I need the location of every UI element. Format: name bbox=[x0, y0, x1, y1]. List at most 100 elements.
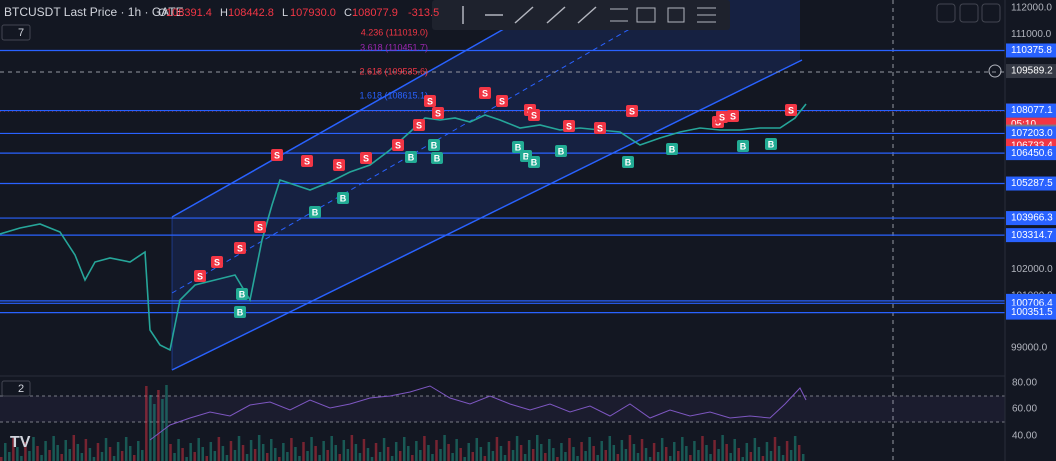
volume-bar bbox=[282, 443, 285, 461]
signal-label: S bbox=[597, 123, 603, 133]
signal-sell bbox=[234, 242, 246, 254]
price-label: 108077.1 bbox=[1011, 105, 1053, 116]
signal-sell bbox=[626, 105, 638, 117]
lower-indicator-toggle[interactable] bbox=[1, 380, 31, 397]
signal-buy bbox=[512, 141, 524, 153]
price-tag bbox=[1006, 146, 1056, 161]
fib-label: 1.618 (108615.1) bbox=[359, 90, 428, 100]
signal-buy bbox=[234, 306, 246, 318]
tool-fib[interactable] bbox=[636, 7, 656, 23]
price-label: 100706.4 bbox=[1011, 298, 1053, 309]
rsi-axis-label: 60.00 bbox=[1012, 404, 1037, 415]
volume-bar bbox=[407, 446, 410, 461]
price-label: 106450.6 bbox=[1011, 148, 1053, 159]
toolbar-bg bbox=[432, 0, 730, 30]
indicator-count: 7 bbox=[18, 27, 24, 39]
volume-bar bbox=[141, 450, 144, 461]
volume-bar bbox=[209, 442, 213, 461]
volume-bar bbox=[793, 436, 797, 461]
volume-bar bbox=[24, 442, 27, 461]
volume-bar bbox=[612, 445, 616, 461]
signal-sell bbox=[254, 221, 266, 233]
volume-bar bbox=[507, 441, 511, 461]
volume-bar bbox=[132, 455, 136, 461]
volume-bar bbox=[729, 453, 732, 461]
volume-bar bbox=[705, 445, 708, 461]
ohlc-key: H bbox=[220, 7, 228, 19]
signal-buy bbox=[236, 288, 248, 300]
change: -313.5 bbox=[408, 7, 439, 19]
signal-label: S bbox=[566, 121, 572, 131]
rsi-line bbox=[149, 385, 807, 441]
volume-bar bbox=[165, 385, 168, 461]
volume-bar bbox=[656, 452, 660, 461]
volume-bar bbox=[52, 436, 55, 461]
volume-bar bbox=[221, 446, 225, 461]
volume-bar bbox=[721, 435, 724, 461]
volume-bar bbox=[261, 444, 265, 461]
volume-bar bbox=[322, 441, 325, 461]
signal-sell bbox=[211, 256, 223, 268]
ohlc-key: C bbox=[344, 7, 352, 19]
price-label: 109589.2 bbox=[1011, 66, 1053, 77]
signal-sell bbox=[432, 107, 444, 119]
price-label: 110375.8 bbox=[1011, 45, 1052, 56]
volume-bar bbox=[431, 454, 434, 461]
volume-bar bbox=[225, 455, 229, 461]
volume-bar bbox=[173, 453, 176, 461]
signal-sell bbox=[333, 159, 345, 171]
volume-bar bbox=[439, 449, 442, 461]
add-alert[interactable] bbox=[988, 64, 1002, 78]
volume-bar bbox=[358, 453, 362, 461]
volume-bar bbox=[0, 457, 3, 461]
signal-buy bbox=[765, 138, 777, 150]
reset-button[interactable] bbox=[981, 3, 1001, 23]
volume-bar bbox=[660, 438, 664, 461]
fullscreen-button[interactable] bbox=[959, 3, 979, 23]
volume-bar bbox=[398, 451, 402, 461]
indicator-toggle[interactable] bbox=[1, 24, 31, 41]
volume-bar bbox=[717, 449, 720, 461]
signal-sell bbox=[271, 149, 283, 161]
volume-bar bbox=[403, 437, 406, 461]
volume-bar bbox=[286, 452, 289, 461]
signal-buy bbox=[431, 152, 443, 164]
volume-bar bbox=[12, 438, 15, 461]
signal-label: S bbox=[719, 112, 725, 122]
volume-bar bbox=[354, 444, 358, 461]
tool-trend[interactable] bbox=[514, 6, 534, 24]
volume-bar bbox=[572, 447, 575, 461]
volume-bar bbox=[753, 438, 757, 461]
signal-label: S bbox=[274, 150, 280, 160]
volume-bar bbox=[346, 449, 350, 461]
volume-bar bbox=[681, 437, 684, 461]
tool-ray[interactable] bbox=[546, 6, 566, 24]
volume-bar bbox=[386, 447, 390, 461]
volume-bar bbox=[427, 445, 430, 461]
volume-bar bbox=[785, 441, 789, 461]
volume-bar bbox=[584, 451, 587, 461]
volume-bar bbox=[350, 435, 354, 461]
volume-bar bbox=[374, 443, 378, 461]
volume-bar bbox=[749, 452, 753, 461]
volume-bar bbox=[737, 448, 740, 461]
signal-buy bbox=[528, 156, 540, 168]
tool-rect[interactable] bbox=[667, 7, 685, 23]
signal-label: B bbox=[768, 139, 775, 149]
volume-bar bbox=[515, 436, 519, 461]
volume-bar bbox=[697, 450, 700, 461]
volume-bar bbox=[636, 453, 640, 461]
volume-bar bbox=[628, 435, 632, 461]
volume-bar bbox=[693, 441, 696, 461]
tool-extended[interactable] bbox=[577, 6, 597, 24]
volume-bar bbox=[608, 436, 612, 461]
signal-sell bbox=[424, 95, 436, 107]
volume-bar bbox=[334, 445, 337, 461]
volume-bar bbox=[36, 446, 39, 461]
volume-bar bbox=[491, 451, 495, 461]
volume-bar bbox=[745, 443, 749, 461]
volume-bar bbox=[366, 448, 370, 461]
signal-label: B bbox=[239, 289, 246, 299]
scroll-button[interactable] bbox=[936, 3, 956, 23]
